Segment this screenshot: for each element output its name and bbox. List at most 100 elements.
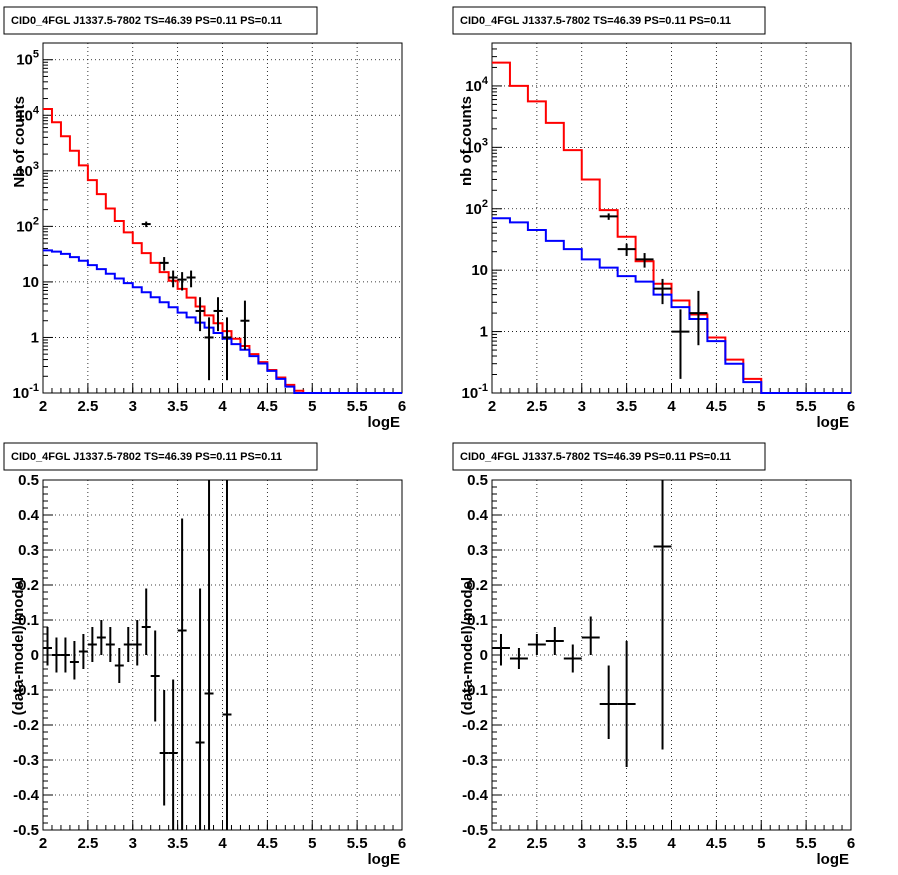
data-point — [545, 627, 564, 655]
data-point — [671, 309, 690, 379]
x-tick-label: 4.5 — [706, 398, 727, 415]
data-point — [563, 644, 582, 673]
x-axis-label: logE — [817, 851, 850, 868]
data-point — [105, 627, 115, 662]
data-point — [581, 616, 600, 655]
x-tick-label: 4 — [667, 398, 676, 415]
plot-frame — [42, 479, 403, 831]
data-point — [123, 627, 133, 662]
data-point — [195, 588, 205, 830]
title-box — [452, 442, 766, 471]
y-tick-label: 0.2 — [18, 577, 39, 594]
data-point — [132, 620, 142, 666]
y-axis-label: Nb of counts — [11, 96, 28, 188]
y-axis-label: (data-model)/model — [10, 577, 27, 715]
data-point — [240, 300, 250, 350]
data-point — [635, 253, 654, 268]
plot-frame — [491, 479, 852, 831]
chart-title: CID0_4FGL J1337.5-7802 TS=46.39 PS=0.11 … — [11, 451, 282, 463]
y-tick-label: 104 — [16, 104, 40, 124]
x-tick-label: 3.5 — [167, 835, 188, 852]
y-tick-label: -0.1 — [462, 682, 488, 699]
x-tick-label: 4 — [218, 835, 227, 852]
model-background-histogram — [43, 249, 402, 394]
data-point — [204, 480, 214, 830]
data-point — [617, 641, 636, 767]
y-tick-label: 102 — [16, 215, 39, 235]
chart-title: CID0_4FGL J1337.5-7802 TS=46.39 PS=0.11 … — [460, 15, 731, 27]
y-tick-label: 104 — [465, 75, 489, 95]
x-tick-label: 4.5 — [257, 398, 278, 415]
y-tick-label: -0.3 — [462, 752, 488, 769]
data-point — [195, 297, 205, 332]
y-tick-label: 0.5 — [18, 472, 39, 489]
y-tick-label: 1 — [31, 329, 39, 346]
data-point — [222, 480, 232, 830]
chart-title: CID0_4FGL J1337.5-7802 TS=46.39 PS=0.11 … — [460, 451, 731, 463]
x-axis-label: logE — [817, 414, 850, 431]
x-tick-label: 5 — [308, 835, 316, 852]
data-point — [689, 290, 708, 346]
plot-frame — [491, 42, 852, 394]
x-tick-label: 4 — [218, 398, 227, 415]
data-point — [186, 270, 196, 288]
x-tick-label: 3.5 — [616, 835, 637, 852]
y-tick-label: 102 — [465, 198, 488, 218]
data-point — [141, 221, 151, 228]
data-point — [509, 648, 528, 669]
x-tick-label: 5 — [757, 835, 765, 852]
y-tick-label: 10 — [22, 274, 39, 291]
x-tick-label: 4.5 — [706, 835, 727, 852]
data-point — [87, 627, 97, 662]
data-point — [159, 257, 169, 271]
y-axis-label: nb of counts — [458, 96, 475, 186]
y-tick-label: 0.1 — [467, 612, 488, 629]
data-point — [599, 213, 618, 220]
x-tick-label: 3 — [129, 398, 137, 415]
data-point — [114, 648, 124, 683]
data-point — [168, 679, 178, 830]
y-tick-label: 0.2 — [467, 577, 488, 594]
data-point — [78, 634, 88, 669]
data-point — [168, 270, 178, 288]
x-tick-label: 4.5 — [257, 835, 278, 852]
y-tick-label: 103 — [465, 136, 488, 156]
x-tick-label: 3 — [578, 398, 586, 415]
x-tick-label: 5.5 — [796, 398, 817, 415]
x-tick-label: 4 — [667, 835, 676, 852]
y-tick-label: -0.5 — [462, 822, 488, 839]
x-tick-label: 6 — [398, 398, 406, 415]
x-tick-label: 3.5 — [616, 398, 637, 415]
x-tick-label: 2 — [488, 398, 496, 415]
data-point — [204, 317, 214, 381]
x-tick-label: 5 — [308, 398, 316, 415]
y-tick-label: 105 — [16, 49, 39, 69]
data-point — [69, 641, 79, 680]
y-tick-label: 10-1 — [462, 382, 488, 402]
y-tick-label: 0.3 — [18, 542, 39, 559]
data-point — [222, 317, 232, 381]
data-point — [213, 297, 223, 332]
x-tick-label: 2.5 — [526, 835, 547, 852]
y-tick-label: -0.4 — [462, 787, 489, 804]
x-tick-label: 3 — [578, 835, 586, 852]
title-box — [3, 442, 318, 471]
data-point — [60, 637, 70, 673]
data-point — [43, 627, 52, 666]
y-axis-label: (data-model)/model — [459, 577, 476, 715]
data-point — [96, 620, 106, 655]
x-tick-label: 6 — [847, 835, 855, 852]
x-tick-label: 2.5 — [77, 835, 98, 852]
x-tick-label: 6 — [847, 398, 855, 415]
y-tick-label: -0.3 — [13, 752, 39, 769]
y-tick-label: -0.2 — [462, 717, 488, 734]
y-tick-label: 0.4 — [18, 507, 40, 524]
y-tick-label: -0.2 — [13, 717, 39, 734]
y-tick-label: 0.4 — [467, 507, 489, 524]
x-tick-label: 5.5 — [347, 835, 368, 852]
y-tick-label: 0 — [480, 647, 488, 664]
data-point — [492, 634, 510, 666]
